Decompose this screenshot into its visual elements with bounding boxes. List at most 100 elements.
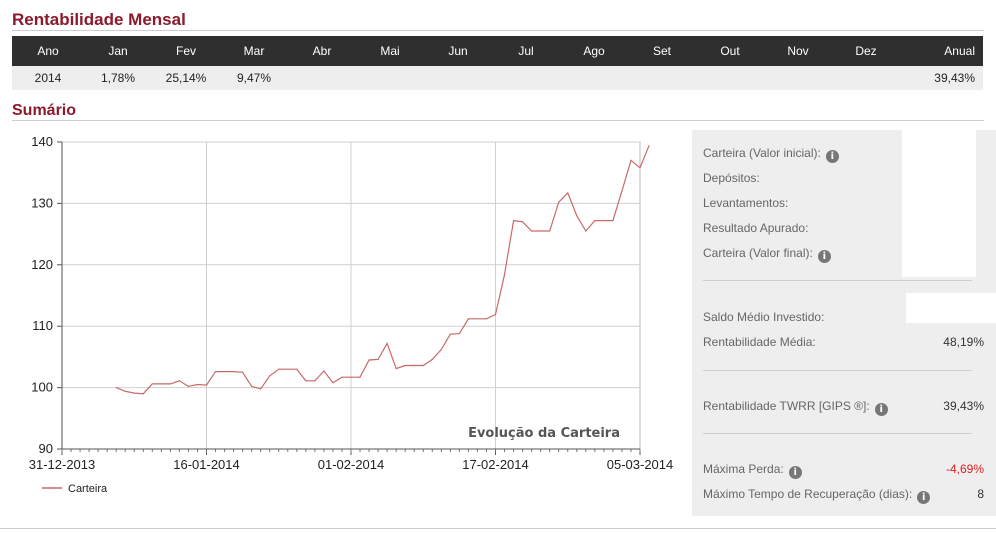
summary-row-deposits: Depósitos:	[703, 170, 984, 186]
y-tick-label: 100	[31, 380, 53, 395]
data-point	[422, 364, 424, 367]
x-tick-label: 31-12-2013	[29, 457, 96, 472]
data-point	[196, 383, 199, 386]
data-point	[368, 359, 370, 361]
y-tick-label: 120	[31, 257, 53, 272]
summary-label: Saldo Médio Investido:	[703, 310, 825, 324]
summary-row-avg-return: Rentabilidade Média: 48,19%	[703, 334, 984, 350]
summary-label: Depósitos:	[703, 171, 760, 185]
data-point	[187, 385, 190, 387]
data-point	[512, 219, 515, 222]
info-icon[interactable]: i	[874, 403, 888, 416]
data-point	[115, 387, 117, 389]
data-point	[521, 221, 524, 223]
data-point	[549, 230, 551, 232]
info-icon[interactable]: i	[917, 491, 931, 504]
column-header: Set	[628, 36, 696, 66]
divider	[703, 280, 972, 281]
data-point	[494, 313, 497, 316]
portfolio-chart: 90 100 110 120 130 140 31-12-2013 16-01-2014 01-…	[29, 134, 674, 495]
table-cell	[832, 66, 900, 90]
data-point	[341, 376, 343, 378]
monthly-return-title: Rentabilidade Mensal	[12, 10, 186, 29]
data-point	[133, 392, 135, 394]
summary-label: Máximo Tempo de Recuperação (dias):	[703, 487, 913, 501]
chart-title: Evolução da Carteira	[468, 426, 620, 441]
data-point	[612, 219, 614, 222]
x-tick-label: 01-02-2014	[318, 457, 385, 472]
data-point	[251, 385, 253, 387]
data-point	[558, 201, 560, 203]
data-point	[296, 368, 298, 370]
table-cell	[696, 66, 764, 90]
data-point	[531, 230, 533, 232]
column-header: Ago	[560, 36, 628, 66]
data-point	[386, 342, 388, 344]
summary-label: Máxima Perda:	[703, 462, 784, 476]
value-box	[902, 130, 976, 277]
data-point	[594, 219, 596, 222]
column-header: Fev	[152, 36, 220, 66]
data-point	[576, 215, 578, 217]
divider	[0, 528, 996, 529]
summary-label: Rentabilidade Média:	[703, 335, 816, 349]
summary-panel: Carteira (Valor inicial): i Depósitos: Le…	[692, 130, 996, 516]
summary-row-withdrawals: Levantamentos:	[703, 195, 984, 211]
data-point	[639, 167, 641, 169]
data-point	[269, 375, 271, 377]
data-point	[169, 383, 171, 385]
table-cell: 25,14%	[152, 66, 220, 90]
column-header: Out	[696, 36, 764, 66]
summary-value: 48,19%	[943, 335, 984, 349]
table-cell	[356, 66, 424, 90]
x-tick-label: 05-03-2014	[607, 457, 674, 472]
divider	[12, 30, 984, 31]
legend-label: Carteira	[68, 483, 108, 495]
summary-label: Resultado Apurado:	[703, 221, 809, 235]
data-point	[648, 145, 650, 147]
y-tick-label: 90	[39, 441, 53, 456]
data-point	[449, 333, 451, 335]
data-point	[350, 376, 352, 378]
data-point	[278, 368, 280, 370]
data-point	[242, 371, 244, 373]
column-header: Dez	[832, 36, 900, 66]
series-line-carteira	[115, 145, 650, 395]
summary-value: 8	[977, 487, 984, 501]
data-point	[413, 364, 415, 367]
data-point	[621, 190, 623, 192]
monthly-return-table: Ano Jan Fev Mar Abr Mai Jun Jul Ago Set Out Nov Dez A…	[12, 36, 983, 90]
column-header: Jun	[424, 36, 492, 66]
data-point	[440, 348, 442, 351]
y-tick-label: 110	[32, 318, 53, 333]
summary-label: Rentabilidade TWRR [GIPS ®]:	[703, 399, 870, 413]
info-icon[interactable]: i	[817, 250, 831, 263]
table-cell	[492, 66, 560, 90]
data-point	[458, 332, 460, 335]
data-point	[178, 380, 181, 382]
data-point	[603, 219, 605, 222]
info-icon[interactable]: i	[825, 150, 839, 163]
column-header: Mai	[356, 36, 424, 66]
summary-value: -4,69%	[945, 462, 984, 476]
column-header: Mar	[220, 36, 288, 66]
table-cell: 9,47%	[220, 66, 288, 90]
summary-label: Levantamentos:	[703, 196, 789, 210]
summary-value: 39,43%	[943, 399, 984, 413]
data-point	[359, 376, 361, 378]
data-point	[232, 371, 235, 373]
column-header: Jul	[492, 36, 560, 66]
table-row: 2014 1,78% 25,14% 9,47% 39,43%	[12, 66, 983, 90]
summary-row-max-loss: Máxima Perda: i -4,69%	[703, 461, 984, 479]
divider	[703, 433, 972, 434]
info-icon[interactable]: i	[788, 466, 802, 479]
data-point	[585, 230, 587, 232]
table-cell: 39,43%	[900, 66, 983, 90]
column-header: Anual	[900, 36, 983, 66]
data-point	[431, 358, 433, 360]
data-point	[142, 393, 144, 395]
data-point	[476, 318, 479, 320]
data-point	[214, 371, 217, 373]
x-tick-label: 16-01-2014	[173, 457, 240, 472]
value-box	[906, 293, 996, 323]
